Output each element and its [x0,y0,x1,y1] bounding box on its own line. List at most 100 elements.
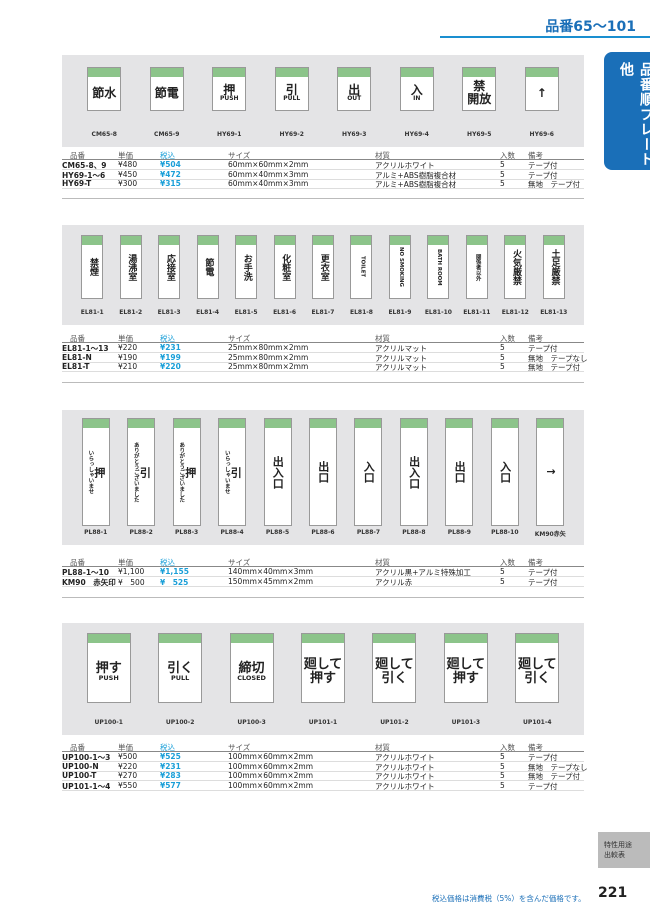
table-cell: テープ付 [528,781,558,791]
sign-plate: 節電 [149,67,184,111]
sign-plate: 押 PUSH [212,67,247,111]
product-code: HY69-3 [342,131,367,138]
table-cell: テープ付 [528,753,558,762]
product-photo-area: 禁煙 EL81-1 湯沸室 EL81-2 応接室 EL81-3 節電 EL81-4 お手洗 EL8… [62,225,584,325]
product-code: UP100-3 [237,719,266,726]
row-rule [62,352,584,354]
sign-text: 廻して [303,657,343,673]
table-cell: 25mm×80mm×2mm [228,352,309,362]
product-code: HY69-4 [404,131,429,138]
sign-text: 出口 [453,461,467,483]
row-rule [62,169,584,171]
sign-text: 入口 [498,461,512,483]
footer-tab-line: 出較表 [604,851,625,859]
column-header: 備考 [528,151,543,160]
column-header: 単価 [118,743,133,752]
table-cell: UP101-1～4 [62,781,111,791]
sign-text: いらっしゃいませ [87,450,94,494]
sign-plate: ↑ [536,418,565,526]
column-header: 備考 [528,743,543,752]
package-strip [543,236,564,245]
product-code: PL88-4 [220,529,244,536]
sign-plate: TOILET [350,235,373,299]
product-code: EL81-6 [273,309,296,316]
package-strip [313,236,333,245]
product-code: EL81-13 [540,309,568,316]
package-strip [400,68,433,77]
product-code: PL88-7 [356,529,381,536]
table-cell: 無地 テープなし [528,762,588,772]
column-header: サイズ [228,151,251,160]
column-header: 材質 [375,558,390,567]
page-number: 221 [598,885,628,901]
sign-plate: 火気厳禁 [504,235,527,299]
package-strip [537,419,564,428]
sign-plate: 出入口 [263,418,292,526]
column-header: 入数 [500,743,515,752]
package-strip [82,419,109,428]
table-cell: アクリルホワイト [375,772,435,782]
column-header: 材質 [375,743,390,752]
table-cell: HY69-T [62,179,92,189]
sign-text: 押 [92,466,106,478]
sign-plate: 引 PULL [274,67,309,111]
column-header: 品番 [70,743,85,752]
product-code: EL81-8 [349,309,373,316]
package-strip [87,634,130,643]
product-code: EL81-12 [501,309,529,316]
table-cell: 150mm×45mm×2mm [228,576,314,586]
sign-text: 禁煙 [87,258,98,276]
sign-text: 引く [167,660,194,676]
sign-text: 節水 [92,85,117,100]
table-cell: 5 [500,761,505,771]
product-code: PL88-1 [84,529,108,536]
sign-plate: 引いらっしゃいませ [218,418,247,526]
table-cell: 5 [500,352,505,362]
product-code: EL81-3 [157,309,181,316]
table-cell: 無地 テープなし [528,353,588,363]
row-rule [62,789,584,791]
package-strip [466,236,487,245]
product-code: UP100-1 [94,719,123,726]
sign-text: 廻して [517,657,557,673]
sign-plate: 禁煙 [81,235,104,299]
table-rule [62,159,584,160]
column-header: 備考 [528,558,543,567]
sign-text: 締切 [238,660,265,676]
sign-plate: お手洗 [235,235,258,299]
product-photo-area: 節水 CM65-8 節電 CM65-9 押 PUSH HY69-1 引 PULL HY69-2 出 O… [62,55,584,147]
sign-text: 節電 [154,85,179,100]
sign-text: 出口 [316,461,330,483]
table-cell: 無地 テープ付 [528,363,581,373]
package-strip [351,236,372,245]
table-cell: 5 [500,576,505,586]
row-rule [62,188,584,190]
column-header: 材質 [375,334,390,343]
sign-text: TOILET [359,256,366,278]
table-cell: HY69-1～6 [62,170,106,180]
table-cell: 5 [500,179,505,189]
product-photo-area: 押す PUSH UP100-1 引く PULL UP100-2 締切 CLOSED UP100-… [62,623,584,735]
table-cell: ¥231 [160,761,181,771]
column-header: 入数 [500,558,515,567]
package-strip [355,419,382,428]
table-cell: ¥220 [118,761,138,771]
sign-plate: 引ありがとうございました [127,418,156,526]
sign-plate: 締切 CLOSED [229,633,274,703]
sign-plate: 節水 [87,67,122,111]
sign-text: PULL [283,95,301,103]
package-strip [236,236,257,245]
column-header: サイズ [228,558,251,567]
package-strip [197,236,218,245]
page-title: 品番65～101 [545,19,636,35]
table-rule [62,751,584,752]
sign-text: いらっしゃいませ [223,450,230,494]
sign-text: 出入口 [407,455,421,489]
table-cell: テープ付 [528,577,558,587]
product-code: PL88-9 [447,529,471,536]
table-cell: 5 [500,780,505,790]
product-code: UP100-2 [165,719,195,726]
product-code: HY69-6 [529,131,554,138]
sign-text: 更衣室 [318,253,329,281]
sign-text: OUT [347,95,362,103]
